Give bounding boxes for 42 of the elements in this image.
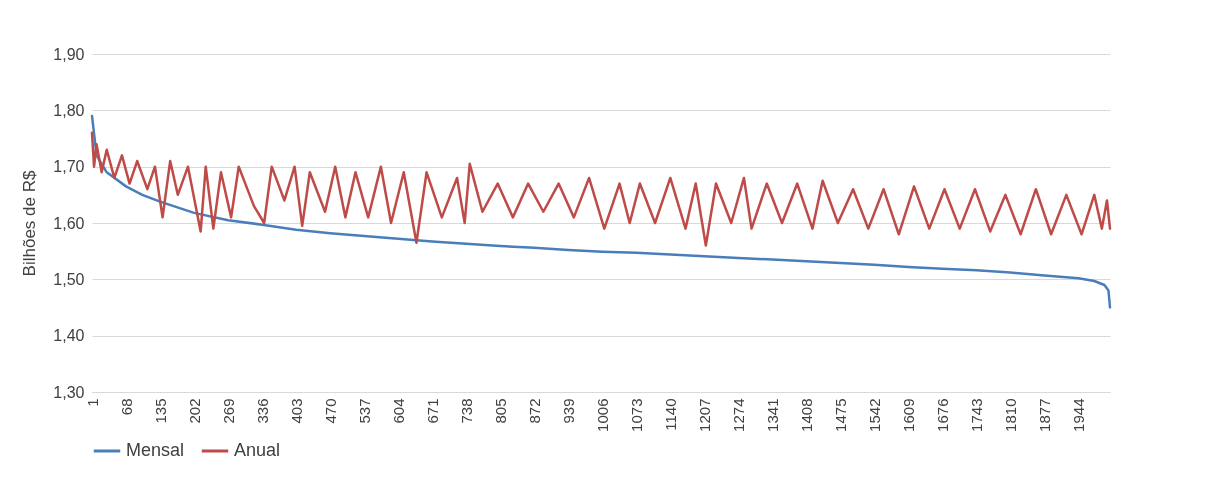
y-tick-label: 1,60: [53, 214, 85, 232]
x-tick-label: 671: [423, 398, 441, 424]
x-tick-label: 470: [321, 398, 339, 424]
line-series: [90, 114, 1112, 309]
x-tick-label: 738: [457, 398, 475, 424]
x-tick-label: 1475: [831, 398, 849, 432]
x-tick-label: 939: [559, 398, 577, 424]
x-tick-label: 1: [83, 398, 101, 407]
y-tick-label: 1,50: [53, 270, 85, 288]
y-axis-title: Bilhões de R$: [20, 170, 40, 277]
x-tick-label: 805: [491, 398, 509, 424]
x-tick-label: 1073: [627, 398, 645, 432]
y-tick-label: 1,30: [53, 383, 85, 401]
x-tick-label: 1810: [1001, 398, 1019, 432]
line-series: [90, 131, 1112, 247]
x-tick-label: 872: [525, 398, 543, 424]
x-tick-label: 1408: [797, 398, 815, 432]
x-tick-label: 537: [355, 398, 373, 424]
x-tick-label: 1676: [933, 398, 951, 432]
y-tick-label: 1,40: [53, 327, 85, 345]
x-tick-label: 1140: [661, 398, 679, 431]
x-tick-label: 1944: [1070, 398, 1088, 432]
x-tick-label: 1609: [899, 398, 917, 432]
y-tick-label: 1,90: [53, 45, 85, 63]
x-tick-label: 1542: [865, 398, 883, 432]
legend-label: Anual: [234, 440, 281, 460]
legend-label: Mensal: [126, 440, 185, 460]
x-tick-label: 135: [151, 398, 169, 424]
x-tick-label: 1877: [1036, 398, 1053, 432]
y-tick-label: 1,70: [53, 158, 85, 176]
x-tick-label: 1006: [593, 398, 611, 432]
x-tick-label: 1341: [763, 398, 781, 432]
x-tick-label: 68: [117, 398, 135, 416]
x-tick-label: 604: [389, 398, 407, 424]
x-tick-label: 1274: [729, 398, 747, 432]
x-tick-label: 1207: [695, 398, 713, 432]
x-tick-label: 1743: [967, 398, 985, 432]
y-tick-label: 1,80: [53, 101, 85, 119]
x-tick-label: 403: [287, 398, 305, 424]
x-tick-label: 269: [219, 398, 237, 424]
x-tick-label: 336: [253, 398, 271, 424]
x-tick-label: 202: [185, 398, 203, 424]
